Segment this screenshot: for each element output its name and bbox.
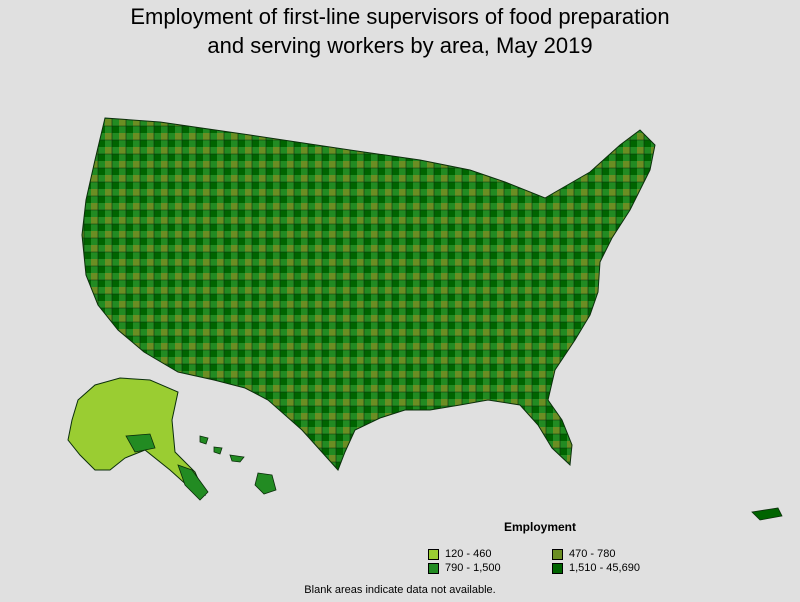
legend-swatch-4 xyxy=(552,562,563,574)
legend-swatch-3 xyxy=(428,562,439,574)
legend-swatch-2 xyxy=(552,548,563,560)
title-line-2: and serving workers by area, May 2019 xyxy=(207,33,593,58)
map-title: Employment of first-line supervisors of … xyxy=(0,2,800,60)
legend-label-3: 790 - 1,500 xyxy=(445,562,501,574)
data-availability-note: Blank areas indicate data not available. xyxy=(304,584,496,596)
hawaii xyxy=(199,435,277,495)
legend-item-3: 790 - 1,500 xyxy=(428,562,501,574)
legend-item-1: 120 - 460 xyxy=(428,548,491,560)
legend-item-4: 1,510 - 45,690 xyxy=(552,562,640,574)
legend-label-2: 470 - 780 xyxy=(569,548,616,560)
contiguous-us xyxy=(81,117,656,471)
legend-label-1: 120 - 460 xyxy=(445,548,492,560)
puerto-rico xyxy=(751,507,783,521)
legend-item-2: 470 - 780 xyxy=(552,548,615,560)
legend: Employment 120 - 460 790 - 1,500 470 - 7… xyxy=(428,520,668,602)
title-line-1: Employment of first-line supervisors of … xyxy=(130,4,670,29)
alaska-southcentral xyxy=(125,433,156,453)
legend-label-4: 1,510 - 45,690 xyxy=(569,562,640,574)
legend-swatch-1 xyxy=(428,548,439,560)
legend-title: Employment xyxy=(504,520,577,534)
alaska-panhandle xyxy=(177,464,209,501)
